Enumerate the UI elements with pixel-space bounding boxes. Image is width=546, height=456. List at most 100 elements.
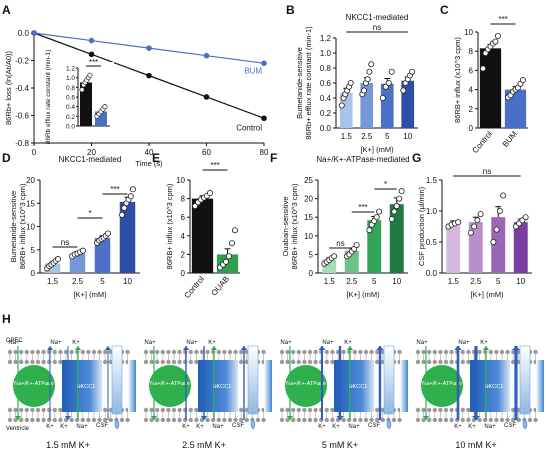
membrane-lipid-head	[7, 349, 13, 355]
membrane-lipid-head	[313, 417, 318, 423]
membrane-lipid-head	[58, 407, 63, 413]
data-point	[127, 193, 134, 200]
membrane-lipid-head	[30, 417, 35, 423]
membrane-lipid-head	[421, 407, 426, 413]
membrane-lipid-head	[13, 359, 18, 365]
membrane-lipid-head	[449, 407, 454, 413]
x-tick-label: 1.5	[341, 132, 353, 141]
membrane-lipid-head	[58, 359, 63, 365]
membrane-lipid-head	[488, 349, 493, 355]
membrane-lipid-head	[19, 349, 24, 355]
y-tick-label: 10	[304, 232, 313, 241]
y-tick-label: 5	[31, 246, 36, 255]
data-point	[104, 230, 111, 237]
y-tick-label: 0.5	[426, 238, 438, 247]
membrane-lipid-head	[177, 349, 182, 355]
membrane-lipid-head	[488, 417, 493, 423]
ion-label-k: K+	[454, 424, 462, 430]
significance-label: ***	[358, 203, 367, 212]
membrane-lipid-head	[505, 349, 510, 355]
membrane-lipid-head	[291, 417, 296, 423]
membrane-lipid-head	[35, 349, 41, 355]
membrane-lipid-head	[160, 407, 165, 413]
x-tick-label: 1.5	[47, 277, 59, 286]
y-tick-label: 4	[469, 86, 474, 95]
nkcc1-label: NKCC1	[77, 384, 96, 390]
nkcc1-na-arrow-head	[74, 346, 82, 350]
membrane-lipid-head	[443, 349, 449, 355]
membrane-lipid-head	[511, 417, 516, 423]
membrane-lipid-head	[194, 407, 199, 413]
membrane-lipid-head	[86, 417, 91, 423]
membrane-lipid-head	[205, 349, 210, 355]
membrane-lipid-head	[511, 349, 516, 355]
membrane-lipid-head	[255, 417, 261, 423]
series-point	[31, 30, 37, 36]
membrane-lipid-head	[216, 349, 221, 355]
membrane-lipid-head	[52, 359, 57, 365]
nkcc1-label: NKCC1	[349, 384, 368, 390]
membrane-lipid-head	[35, 359, 41, 365]
series-label: Control	[236, 123, 262, 132]
data-point	[385, 80, 392, 87]
data-point	[353, 242, 360, 249]
x-tick-label: 5	[372, 277, 377, 286]
membrane-lipid-head	[194, 417, 199, 423]
membrane-lipid-head	[63, 349, 69, 355]
data-point	[477, 211, 484, 218]
y-tick-label: 0.0	[426, 269, 438, 278]
membrane-lipid-head	[188, 407, 193, 413]
membrane-lipid-head	[177, 417, 182, 423]
x-tick-label: 1.5	[448, 277, 460, 286]
membrane-lipid-head	[511, 359, 516, 365]
significance-label: ***	[498, 15, 507, 24]
y-tick-label: 15	[304, 213, 313, 222]
ion-label-na: Na+	[8, 340, 20, 346]
membrane-lipid-head	[155, 417, 160, 423]
y-tick-label: -0.2	[15, 57, 29, 66]
membrane-lipid-head	[155, 349, 160, 355]
ion-label-na: Na+	[76, 424, 88, 430]
na-efflux-arrow-head	[150, 416, 158, 420]
x-tick-label: 5	[496, 277, 501, 286]
pump-label: Na+/K+-ATPase	[286, 381, 326, 387]
chart-panel-g: 0.0 0.5 1.0 1.5 1.5 2.5 5 10 ns [K+] (mM) CSF prod…	[417, 167, 532, 299]
x-axis-label: [K+] (mM)	[346, 290, 380, 299]
inset-bar	[80, 82, 92, 126]
x-tick-label: OUAB	[210, 275, 231, 298]
membrane-lipid-head	[103, 349, 108, 355]
y-tick-label: 0	[181, 269, 186, 278]
data-point	[231, 227, 238, 234]
csf-droplet-icon	[114, 418, 120, 430]
nkcc1-k-arrow-head	[65, 416, 71, 420]
panel-label-e: E	[152, 151, 160, 165]
membrane-lipid-head	[30, 407, 35, 413]
membrane-lipid-head	[460, 407, 465, 413]
na-efflux-arrow-head	[14, 416, 22, 420]
membrane-lipid-head	[239, 349, 244, 355]
membrane-lipid-head	[494, 349, 499, 355]
membrane-lipid-head	[24, 417, 29, 423]
data-point	[455, 219, 462, 226]
membrane-lipid-head	[239, 407, 244, 413]
inset-point	[87, 72, 93, 78]
bar	[380, 83, 394, 128]
membrane-lipid-head	[307, 359, 313, 365]
membrane-lipid-head	[432, 359, 437, 365]
membrane-lipid-head	[341, 349, 346, 355]
x-axis-label: [K+] (mM)	[360, 145, 394, 154]
data-point	[522, 214, 529, 221]
schematic-condition: Na+/K+-ATPase NKCC1 CSF Na+ Na+ K+ K+ K+ Na+ 1.5 …	[6, 338, 136, 450]
membrane-lipid-head	[233, 417, 238, 423]
data-point	[398, 188, 405, 195]
membrane-lipid-head	[166, 407, 171, 413]
membrane-lipid-head	[103, 407, 108, 413]
membrane-lipid-head	[97, 417, 102, 423]
x-tick-label: 2.5	[346, 277, 358, 286]
csf-droplet-icon	[522, 418, 528, 430]
membrane-lipid-head	[47, 417, 52, 423]
membrane-lipid-head	[443, 407, 449, 413]
inset-y-axis-label: 86Rb efflux rate constant (min-1)	[45, 50, 52, 145]
membrane-lipid-head	[369, 349, 374, 355]
